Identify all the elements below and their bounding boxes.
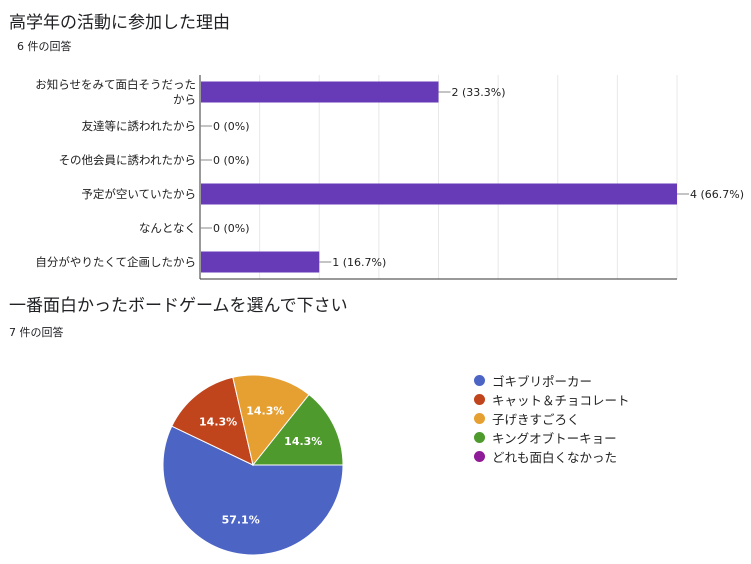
value-label: 0 (0%)	[213, 222, 250, 235]
bar	[201, 251, 320, 273]
legend-color-swatch	[474, 432, 485, 443]
legend-item: ゴキブリポーカー	[474, 371, 630, 390]
pie-slice-label: 14.3%	[199, 415, 237, 428]
legend-label: どれも面白くなかった	[492, 450, 618, 465]
pie-slice-label: 14.3%	[246, 405, 284, 418]
legend-label: ゴキブリポーカー	[492, 374, 593, 389]
pie-legend: ゴキブリポーカーキャット＆チョコレート 子げきすごろくキングオブトーキョー どれも面…	[474, 371, 630, 466]
bar	[201, 183, 677, 205]
value-label: 2 (33.3%)	[452, 86, 506, 99]
category-label: 友達等に誘われたから	[82, 119, 196, 133]
category-label: その他会員に誘われたから	[59, 153, 196, 167]
legend-item: キングオブトーキョー	[474, 428, 630, 447]
value-label: 0 (0%)	[213, 154, 250, 167]
legend-color-swatch	[474, 413, 485, 424]
category-label: 予定が空いていたから	[81, 187, 196, 201]
question-1-response-count: 6 件の回答	[17, 40, 72, 53]
legend-color-swatch	[474, 375, 485, 386]
legend-item: 子げきすごろく	[474, 409, 630, 428]
question-1-title: 高学年の活動に参加した理由	[9, 13, 230, 33]
value-label: 0 (0%)	[213, 120, 250, 133]
question-2-title: 一番面白かったボードゲームを選んで下さい	[9, 296, 348, 316]
value-label: 1 (16.7%)	[332, 256, 386, 269]
pie-slice	[251, 393, 344, 466]
legend-color-swatch	[474, 394, 485, 405]
category-label: 自分がやりたくて企画したから	[35, 255, 196, 269]
pie-slice-label: 14.3%	[284, 435, 322, 448]
pie-slice	[162, 425, 344, 556]
category-label: なんとなく	[139, 221, 196, 235]
legend-item: キャット＆チョコレート	[474, 390, 630, 409]
pie-slice-label: 57.1%	[222, 513, 260, 526]
value-label: 4 (66.7%)	[690, 188, 744, 201]
question-2-response-count: 7 件の回答	[9, 326, 64, 339]
bar	[201, 81, 439, 103]
legend-color-swatch	[474, 451, 485, 462]
legend-item: どれも面白くなかった	[474, 447, 630, 466]
category-label: お知らせをみて面白そうだったから	[35, 78, 196, 107]
legend-label: キングオブトーキョー	[492, 431, 617, 446]
pie-slice	[171, 376, 254, 466]
legend-label: 子げきすごろく	[492, 412, 580, 427]
legend-label: キャット＆チョコレート	[492, 393, 630, 408]
pie-slice	[232, 374, 310, 467]
